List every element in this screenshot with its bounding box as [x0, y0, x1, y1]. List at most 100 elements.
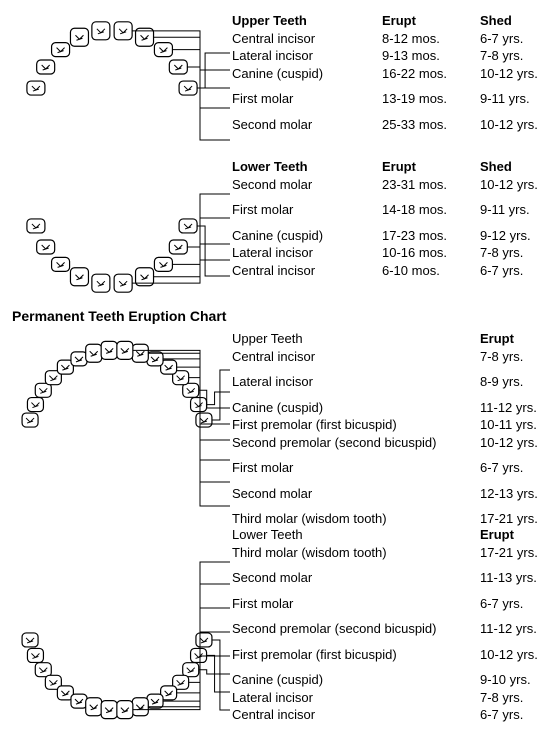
tooth-icon: [147, 694, 163, 708]
primary-upper-table: Upper Teeth Erupt Shed Central incisor8-…: [232, 12, 534, 133]
erupt-value: 23-31 mos.: [382, 176, 480, 194]
tooth-icon: [154, 43, 172, 57]
tooth-icon: [191, 398, 207, 412]
tooth-icon: [70, 268, 88, 286]
erupt-value: 10-12 yrs.: [480, 646, 540, 664]
tooth-name: Canine (cuspid): [232, 399, 480, 417]
table-row: Central incisor6-10 mos.6-7 yrs.: [232, 262, 534, 280]
permanent-lower-arch: [12, 526, 232, 726]
primary-upper-arch: [12, 12, 232, 152]
tooth-name: First premolar (first bicuspid): [232, 416, 480, 434]
tooth-icon: [101, 701, 117, 719]
table-row: Canine (cuspid)11-12 yrs.: [232, 399, 534, 417]
tooth-icon: [52, 257, 70, 271]
tooth-name: Canine (cuspid): [232, 227, 382, 245]
col-erupt: Erupt: [382, 158, 480, 176]
table-row: First molar14-18 mos.9-11 yrs.: [232, 201, 534, 219]
tooth-name: Central incisor: [232, 262, 382, 280]
permanent-lower-section: Lower Teeth Erupt Third molar (wisdom to…: [12, 526, 534, 726]
shed-value: 10-12 yrs.: [480, 176, 540, 194]
table-row: Central incisor7-8 yrs.: [232, 348, 534, 366]
tooth-icon: [22, 633, 38, 647]
table-row: Lateral incisor10-16 mos.7-8 yrs.: [232, 244, 534, 262]
erupt-value: 11-13 yrs.: [480, 569, 540, 587]
erupt-value: 8-12 mos.: [382, 30, 480, 48]
tooth-name: Second premolar (second bicuspid): [232, 620, 480, 638]
permanent-upper-table: Upper Teeth Erupt Central incisor7-8 yrs…: [232, 330, 534, 528]
leader-line: [187, 67, 230, 70]
tooth-name: Second premolar (second bicuspid): [232, 434, 480, 452]
erupt-value: 8-9 yrs.: [480, 373, 540, 391]
shed-value: 10-12 yrs.: [480, 65, 540, 83]
tooth-icon: [27, 219, 45, 233]
table-row: Second premolar (second bicuspid)11-12 y…: [232, 620, 534, 638]
tooth-name: Third molar (wisdom tooth): [232, 544, 480, 562]
leader-line: [197, 53, 230, 88]
erupt-value: 25-33 mos.: [382, 116, 480, 134]
tooth-icon: [52, 43, 70, 57]
col-title: Lower Teeth: [232, 526, 480, 544]
table-row: Lateral incisor9-13 mos.7-8 yrs.: [232, 47, 534, 65]
shed-value: 9-11 yrs.: [480, 201, 540, 219]
table-row: First premolar (first bicuspid)10-11 yrs…: [232, 416, 534, 434]
tooth-icon: [117, 701, 133, 719]
tooth-name: Second molar: [232, 116, 382, 134]
table-row: First molar13-19 mos.9-11 yrs.: [232, 90, 534, 108]
table-header: Lower Teeth Erupt Shed: [232, 158, 534, 176]
tooth-name: Central incisor: [232, 30, 382, 48]
erupt-value: 6-7 yrs.: [480, 459, 540, 477]
tooth-icon: [179, 219, 197, 233]
col-shed: Shed: [480, 158, 540, 176]
erupt-value: 17-23 mos.: [382, 227, 480, 245]
tooth-icon: [169, 240, 187, 254]
leader-line: [197, 226, 230, 276]
tooth-icon: [196, 413, 212, 427]
erupt-value: 6-7 yrs.: [480, 595, 540, 613]
tooth-icon: [92, 22, 110, 40]
tooth-icon: [27, 398, 43, 412]
tooth-icon: [86, 698, 102, 716]
tooth-icon: [196, 633, 212, 647]
tooth-name: Lateral incisor: [232, 244, 382, 262]
table-header: Upper Teeth Erupt: [232, 330, 534, 348]
tooth-icon: [191, 648, 207, 662]
tooth-icon: [35, 663, 51, 677]
tooth-name: First molar: [232, 595, 480, 613]
table-header: Upper Teeth Erupt Shed: [232, 12, 534, 30]
tooth-icon: [179, 81, 197, 95]
tooth-icon: [37, 60, 55, 74]
table-row: Second premolar (second bicuspid)10-12 y…: [232, 434, 534, 452]
leader-line: [207, 392, 230, 405]
tooth-name: Central incisor: [232, 348, 480, 366]
tooth-icon: [37, 240, 55, 254]
tooth-name: Lateral incisor: [232, 373, 480, 391]
tooth-icon: [101, 341, 117, 359]
tooth-icon: [92, 274, 110, 292]
table-row: Second molar25-33 mos.10-12 yrs.: [232, 116, 534, 134]
tooth-name: First molar: [232, 201, 382, 219]
permanent-upper-arch: [12, 330, 232, 520]
tooth-icon: [183, 383, 199, 397]
tooth-icon: [35, 383, 51, 397]
col-title: Upper Teeth: [232, 12, 382, 30]
shed-value: 6-7 yrs.: [480, 262, 540, 280]
tooth-icon: [117, 341, 133, 359]
tooth-name: Second molar: [232, 176, 382, 194]
shed-value: 7-8 yrs.: [480, 47, 540, 65]
col-erupt: Erupt: [480, 330, 540, 348]
permanent-lower-table: Lower Teeth Erupt Third molar (wisdom to…: [232, 526, 534, 724]
erupt-value: 12-13 yrs.: [480, 485, 540, 503]
shed-value: 6-7 yrs.: [480, 30, 540, 48]
leader-line: [148, 353, 230, 482]
primary-lower-section: Lower Teeth Erupt Shed Second molar23-31…: [12, 158, 534, 298]
table-row: Central incisor8-12 mos.6-7 yrs.: [232, 30, 534, 48]
table-row: First molar6-7 yrs.: [232, 459, 534, 477]
table-row: Second molar12-13 yrs.: [232, 485, 534, 503]
tooth-icon: [71, 694, 87, 708]
erupt-value: 11-12 yrs.: [480, 620, 540, 638]
erupt-value: 17-21 yrs.: [480, 544, 540, 562]
tooth-icon: [27, 81, 45, 95]
erupt-value: 10-12 yrs.: [480, 434, 540, 452]
tooth-icon: [27, 648, 43, 662]
table-row: Third molar (wisdom tooth)17-21 yrs.: [232, 544, 534, 562]
